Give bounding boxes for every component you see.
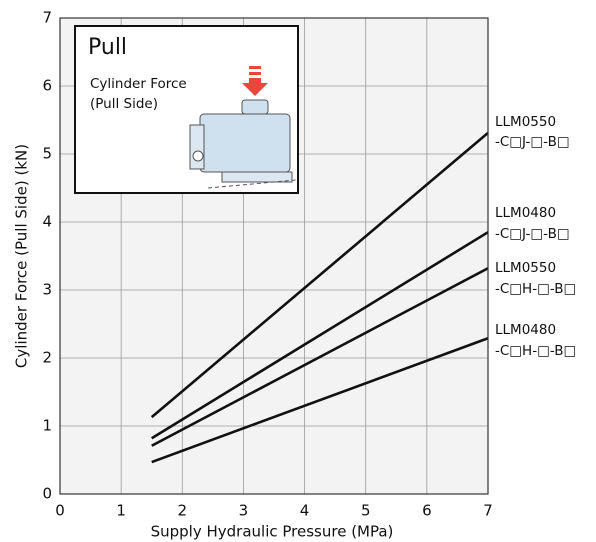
series-label: LLM0480 — [495, 322, 556, 338]
y-tick-label: 7 — [42, 9, 52, 27]
x-axis-label: Supply Hydraulic Pressure (MPa) — [151, 523, 394, 541]
y-tick-label: 1 — [42, 417, 52, 435]
chart: Pull Cylinder Force (Pull Side) Supply H… — [0, 0, 596, 542]
x-tick-label: 0 — [55, 502, 65, 520]
series-label: LLM0480 — [495, 205, 556, 221]
inset-text: (Pull Side) — [90, 96, 158, 112]
y-tick-label: 5 — [42, 145, 52, 163]
inset-text: Cylinder Force — [90, 76, 187, 92]
x-tick-label: 4 — [300, 502, 310, 520]
y-tick-label: 4 — [42, 213, 52, 231]
x-tick-label: 6 — [422, 502, 432, 520]
y-tick-label: 6 — [42, 77, 52, 95]
inset: Pull Cylinder Force (Pull Side) — [75, 26, 298, 193]
series-label: -C□H-□-B□ — [495, 281, 576, 297]
series-label: -C□J-□-B□ — [495, 226, 570, 242]
y-tick-label: 0 — [42, 485, 52, 503]
inset-title: Pull — [88, 35, 127, 60]
x-tick-label: 7 — [483, 502, 493, 520]
series-label: -C□H-□-B□ — [495, 343, 576, 359]
series-label: LLM0550 — [495, 260, 556, 276]
series-label: LLM0550 — [495, 114, 556, 130]
series-label: -C□J-□-B□ — [495, 134, 570, 150]
x-tick-label: 5 — [361, 502, 371, 520]
x-tick-label: 3 — [239, 502, 249, 520]
x-tick-label: 1 — [116, 502, 126, 520]
y-tick-label: 3 — [42, 281, 52, 299]
y-tick-label: 2 — [42, 349, 52, 367]
x-tick-label: 2 — [178, 502, 188, 520]
y-axis-label: Cylinder Force (Pull Side) (kN) — [13, 144, 31, 368]
